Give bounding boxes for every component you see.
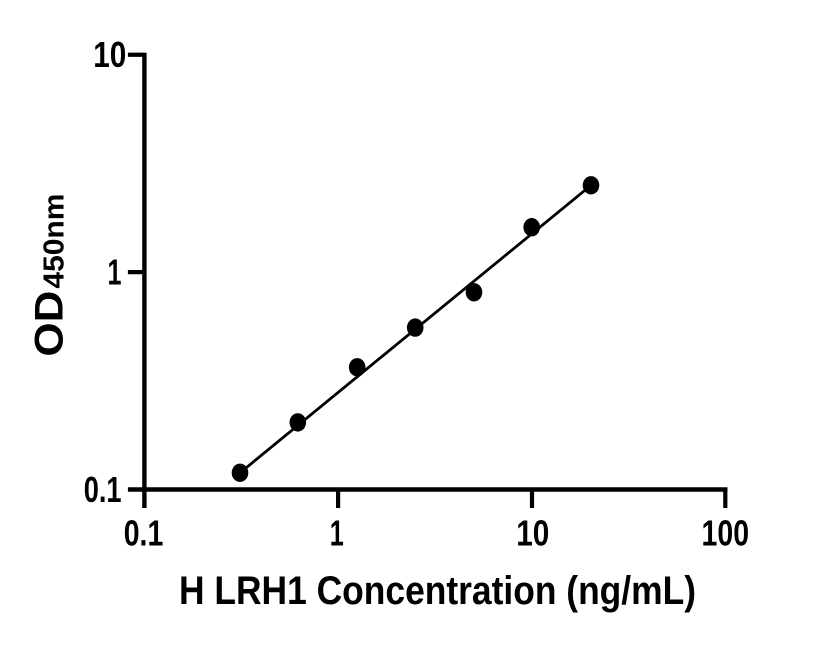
svg-text:0.1: 0.1 [84, 469, 122, 510]
svg-text:0.1: 0.1 [124, 513, 164, 554]
svg-text:10: 10 [93, 34, 126, 75]
svg-text:10: 10 [516, 513, 549, 554]
svg-text:450nm: 450nm [38, 194, 70, 289]
svg-text:100: 100 [702, 513, 750, 554]
svg-text:OD: OD [28, 291, 72, 357]
svg-text:1: 1 [108, 252, 122, 293]
svg-text:H LRH1 Concentration (ng/mL): H LRH1 Concentration (ng/mL) [179, 569, 696, 613]
svg-text:1: 1 [330, 513, 344, 554]
